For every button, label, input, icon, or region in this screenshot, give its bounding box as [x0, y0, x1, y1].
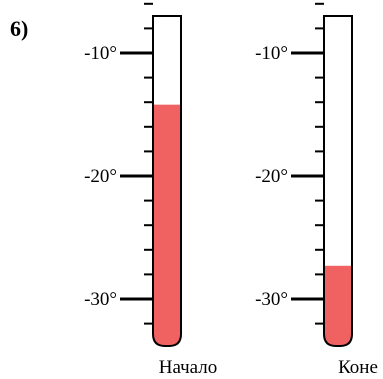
caption-start: Начало — [159, 357, 218, 378]
tick-label-minus-10-start: -10° — [84, 43, 117, 64]
scale-ticks-start — [120, 2, 153, 325]
thermometer-end: -10° -20° -30° Коне — [255, 2, 378, 378]
tick-label-minus-10-end: -10° — [255, 43, 288, 64]
thermometer-tube-start — [152, 15, 182, 347]
tick-label-minus-20-end: -20° — [255, 166, 288, 187]
liquid-column-start — [153, 104, 181, 346]
thermometer-start: -10° -20° -30° Начало — [84, 2, 218, 378]
caption-end: Коне — [338, 357, 378, 378]
scale-ticks-end — [291, 2, 324, 325]
tick-label-minus-30-end: -30° — [255, 289, 288, 310]
tick-label-minus-30-start: -30° — [84, 289, 117, 310]
tick-label-minus-20-start: -20° — [84, 166, 117, 187]
liquid-column-end — [324, 265, 352, 346]
thermometer-tube-end — [323, 15, 353, 347]
problem-label: 6) — [10, 16, 28, 41]
